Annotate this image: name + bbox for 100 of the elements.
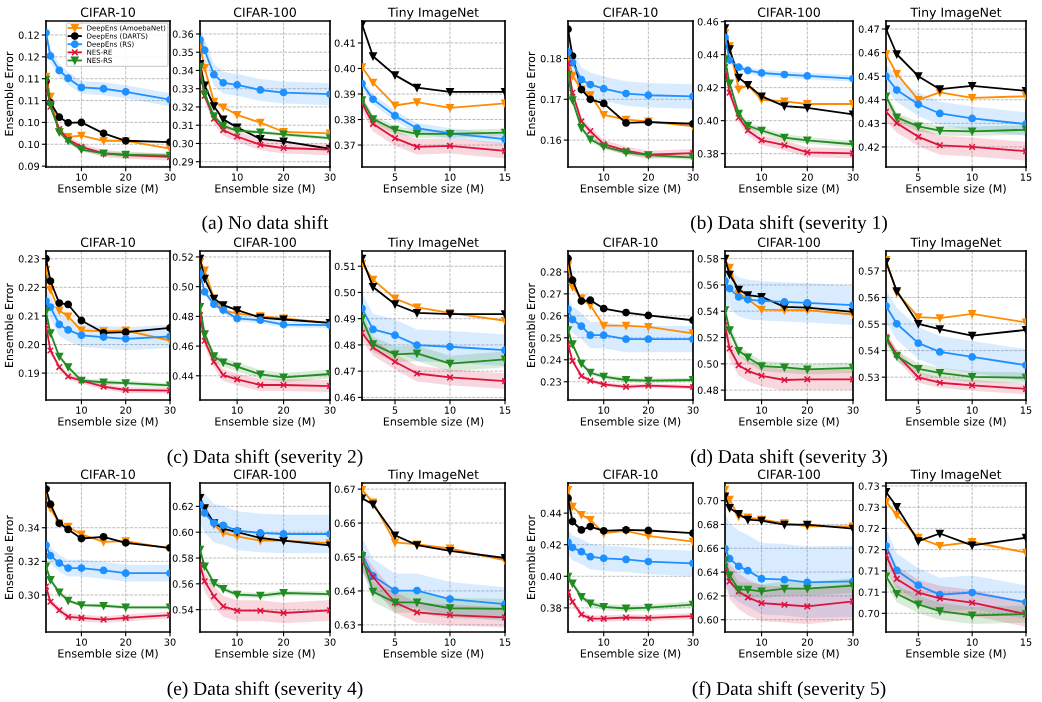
x-axis-title: Ensemble size (M) [58, 417, 158, 427]
chart-title: Tiny ImageNet [387, 237, 479, 250]
y-tick-label: 0.40 [540, 572, 562, 581]
x-tick-label: 30 [847, 638, 859, 646]
y-tick-label: 0.25 [540, 334, 561, 342]
y-axis-title: Ensemble Error [4, 282, 14, 367]
y-tick-label: 0.60 [697, 616, 719, 624]
y-tick-label: 0.43 [858, 119, 879, 128]
chart-title: CIFAR-10 [80, 7, 135, 18]
y-tick-label: 0.65 [334, 553, 355, 561]
x-tick-label: 20 [801, 406, 813, 414]
y-tick-label: 0.26 [540, 312, 562, 320]
y-tick-label: 0.58 [697, 255, 719, 263]
y-tick-label: 0.73 [858, 503, 879, 512]
y-tick-label: 0.32 [172, 103, 193, 111]
x-axis-title: Ensemble size (M) [580, 184, 681, 194]
y-tick-label: 0.27 [540, 290, 561, 298]
x-tick-label: 20 [278, 173, 290, 181]
x-tick-label: 5 [915, 638, 921, 646]
chart-title: CIFAR-100 [233, 237, 296, 248]
x-tick-label: 10 [232, 638, 243, 646]
text: (e) Data shift (severity 4) [167, 681, 363, 700]
y-tick-label: 0.21 [18, 312, 39, 320]
y-tick-label: 0.56 [697, 281, 719, 289]
x-tick-label: 20 [278, 406, 290, 414]
text: (d) Data shift (severity 3) [691, 449, 887, 468]
y-tick-label: 0.44 [858, 96, 880, 104]
y-axis-title: Ensemble Error [526, 51, 536, 136]
y-tick-label: 0.46 [172, 342, 194, 350]
x-tick-label: 30 [164, 638, 176, 646]
y-tick-label: 0.31 [172, 121, 193, 130]
y-tick-label: 0.54 [858, 347, 880, 355]
x-tick-label: 30 [324, 406, 336, 414]
x-tick-label: 20 [642, 406, 654, 414]
y-tick-label: 0.66 [334, 519, 356, 527]
y-tick-label: 0.47 [334, 367, 355, 375]
x-tick-label: 10 [967, 638, 978, 646]
text: (c) Data shift (severity 2) [167, 449, 363, 468]
y-axis-title: Ensemble Error [4, 51, 14, 136]
x-axis-title: Ensemble size (M) [580, 417, 681, 427]
y-tick-label: 0.44 [697, 51, 719, 59]
y-tick-label: 0.09 [18, 162, 40, 170]
x-tick-label: 10 [444, 638, 456, 646]
y-tick-label: 0.42 [697, 84, 718, 92]
y-tick-label: 0.46 [697, 18, 719, 26]
y-tick-label: 0.51 [334, 262, 355, 271]
x-tick-label: 5 [392, 173, 398, 181]
x-axis-title: Ensemble size (M) [383, 184, 484, 194]
y-tick-label: 0.55 [858, 320, 879, 328]
y-tick-label: 0.11 [18, 75, 39, 83]
x-tick-label: 20 [801, 173, 813, 181]
x-tick-label: 20 [120, 173, 132, 181]
y-tick-label: 0.24 [540, 356, 562, 364]
x-tick-label: 20 [278, 638, 290, 646]
y-tick-label: 0.19 [18, 369, 40, 377]
y-tick-label: 0.53 [858, 373, 879, 381]
x-tick-label: 20 [120, 406, 132, 414]
y-tick-label: 0.32 [18, 557, 39, 566]
x-axis-title: Ensemble size (M) [739, 417, 839, 427]
x-tick-label: 15 [499, 406, 511, 414]
y-tick-label: 0.30 [18, 591, 40, 599]
y-tick-label: 0.38 [540, 604, 562, 612]
x-tick-label: 30 [687, 406, 699, 414]
x-tick-label: 5 [392, 638, 398, 646]
y-tick-label: 0.46 [858, 49, 880, 57]
x-axis-title: Ensemble size (M) [906, 417, 1006, 427]
x-axis-title: Ensemble size (M) [906, 184, 1006, 194]
y-tick-label: 0.47 [858, 25, 879, 33]
y-tick-label: 0.34 [18, 524, 40, 532]
text: (b) Data shift (severity 1) [691, 215, 887, 234]
y-tick-label: 0.17 [540, 95, 561, 104]
y-tick-label: 0.48 [334, 341, 356, 349]
x-axis-title: Ensemble size (M) [215, 417, 315, 427]
x-axis-title: Ensemble size (M) [215, 649, 315, 659]
x-tick-label: 20 [120, 638, 132, 646]
x-tick-label: 10 [967, 173, 978, 181]
x-tick-label: 30 [324, 173, 336, 181]
x-tick-label: 30 [847, 406, 859, 414]
x-axis-title: Ensemble size (M) [580, 649, 681, 659]
y-tick-label: 0.45 [858, 72, 879, 81]
x-tick-label: 10 [76, 406, 87, 414]
chart-title: CIFAR-100 [233, 469, 296, 480]
y-tick-label: 0.16 [540, 136, 562, 144]
y-tick-label: 0.29 [172, 158, 194, 166]
x-tick-label: 30 [324, 638, 336, 646]
x-tick-label: 10 [967, 406, 978, 414]
chart-title: CIFAR-100 [757, 237, 820, 248]
chart-title: CIFAR-10 [603, 469, 658, 480]
x-tick-label: 10 [598, 638, 610, 646]
x-axis-title: Ensemble size (M) [58, 184, 158, 194]
y-tick-label: 0.12 [18, 53, 39, 61]
y-tick-label: 0.63 [334, 621, 355, 629]
y-tick-label: 0.56 [858, 293, 880, 302]
x-tick-label: 30 [687, 638, 699, 646]
text: (f) Data shift (severity 5) [692, 681, 886, 700]
x-axis-title: Ensemble size (M) [58, 649, 158, 659]
y-tick-label: 0.64 [334, 587, 356, 595]
y-tick-label: 0.71 [858, 567, 879, 575]
x-tick-label: 30 [164, 173, 176, 181]
x-axis-title: Ensemble size (M) [215, 184, 315, 194]
